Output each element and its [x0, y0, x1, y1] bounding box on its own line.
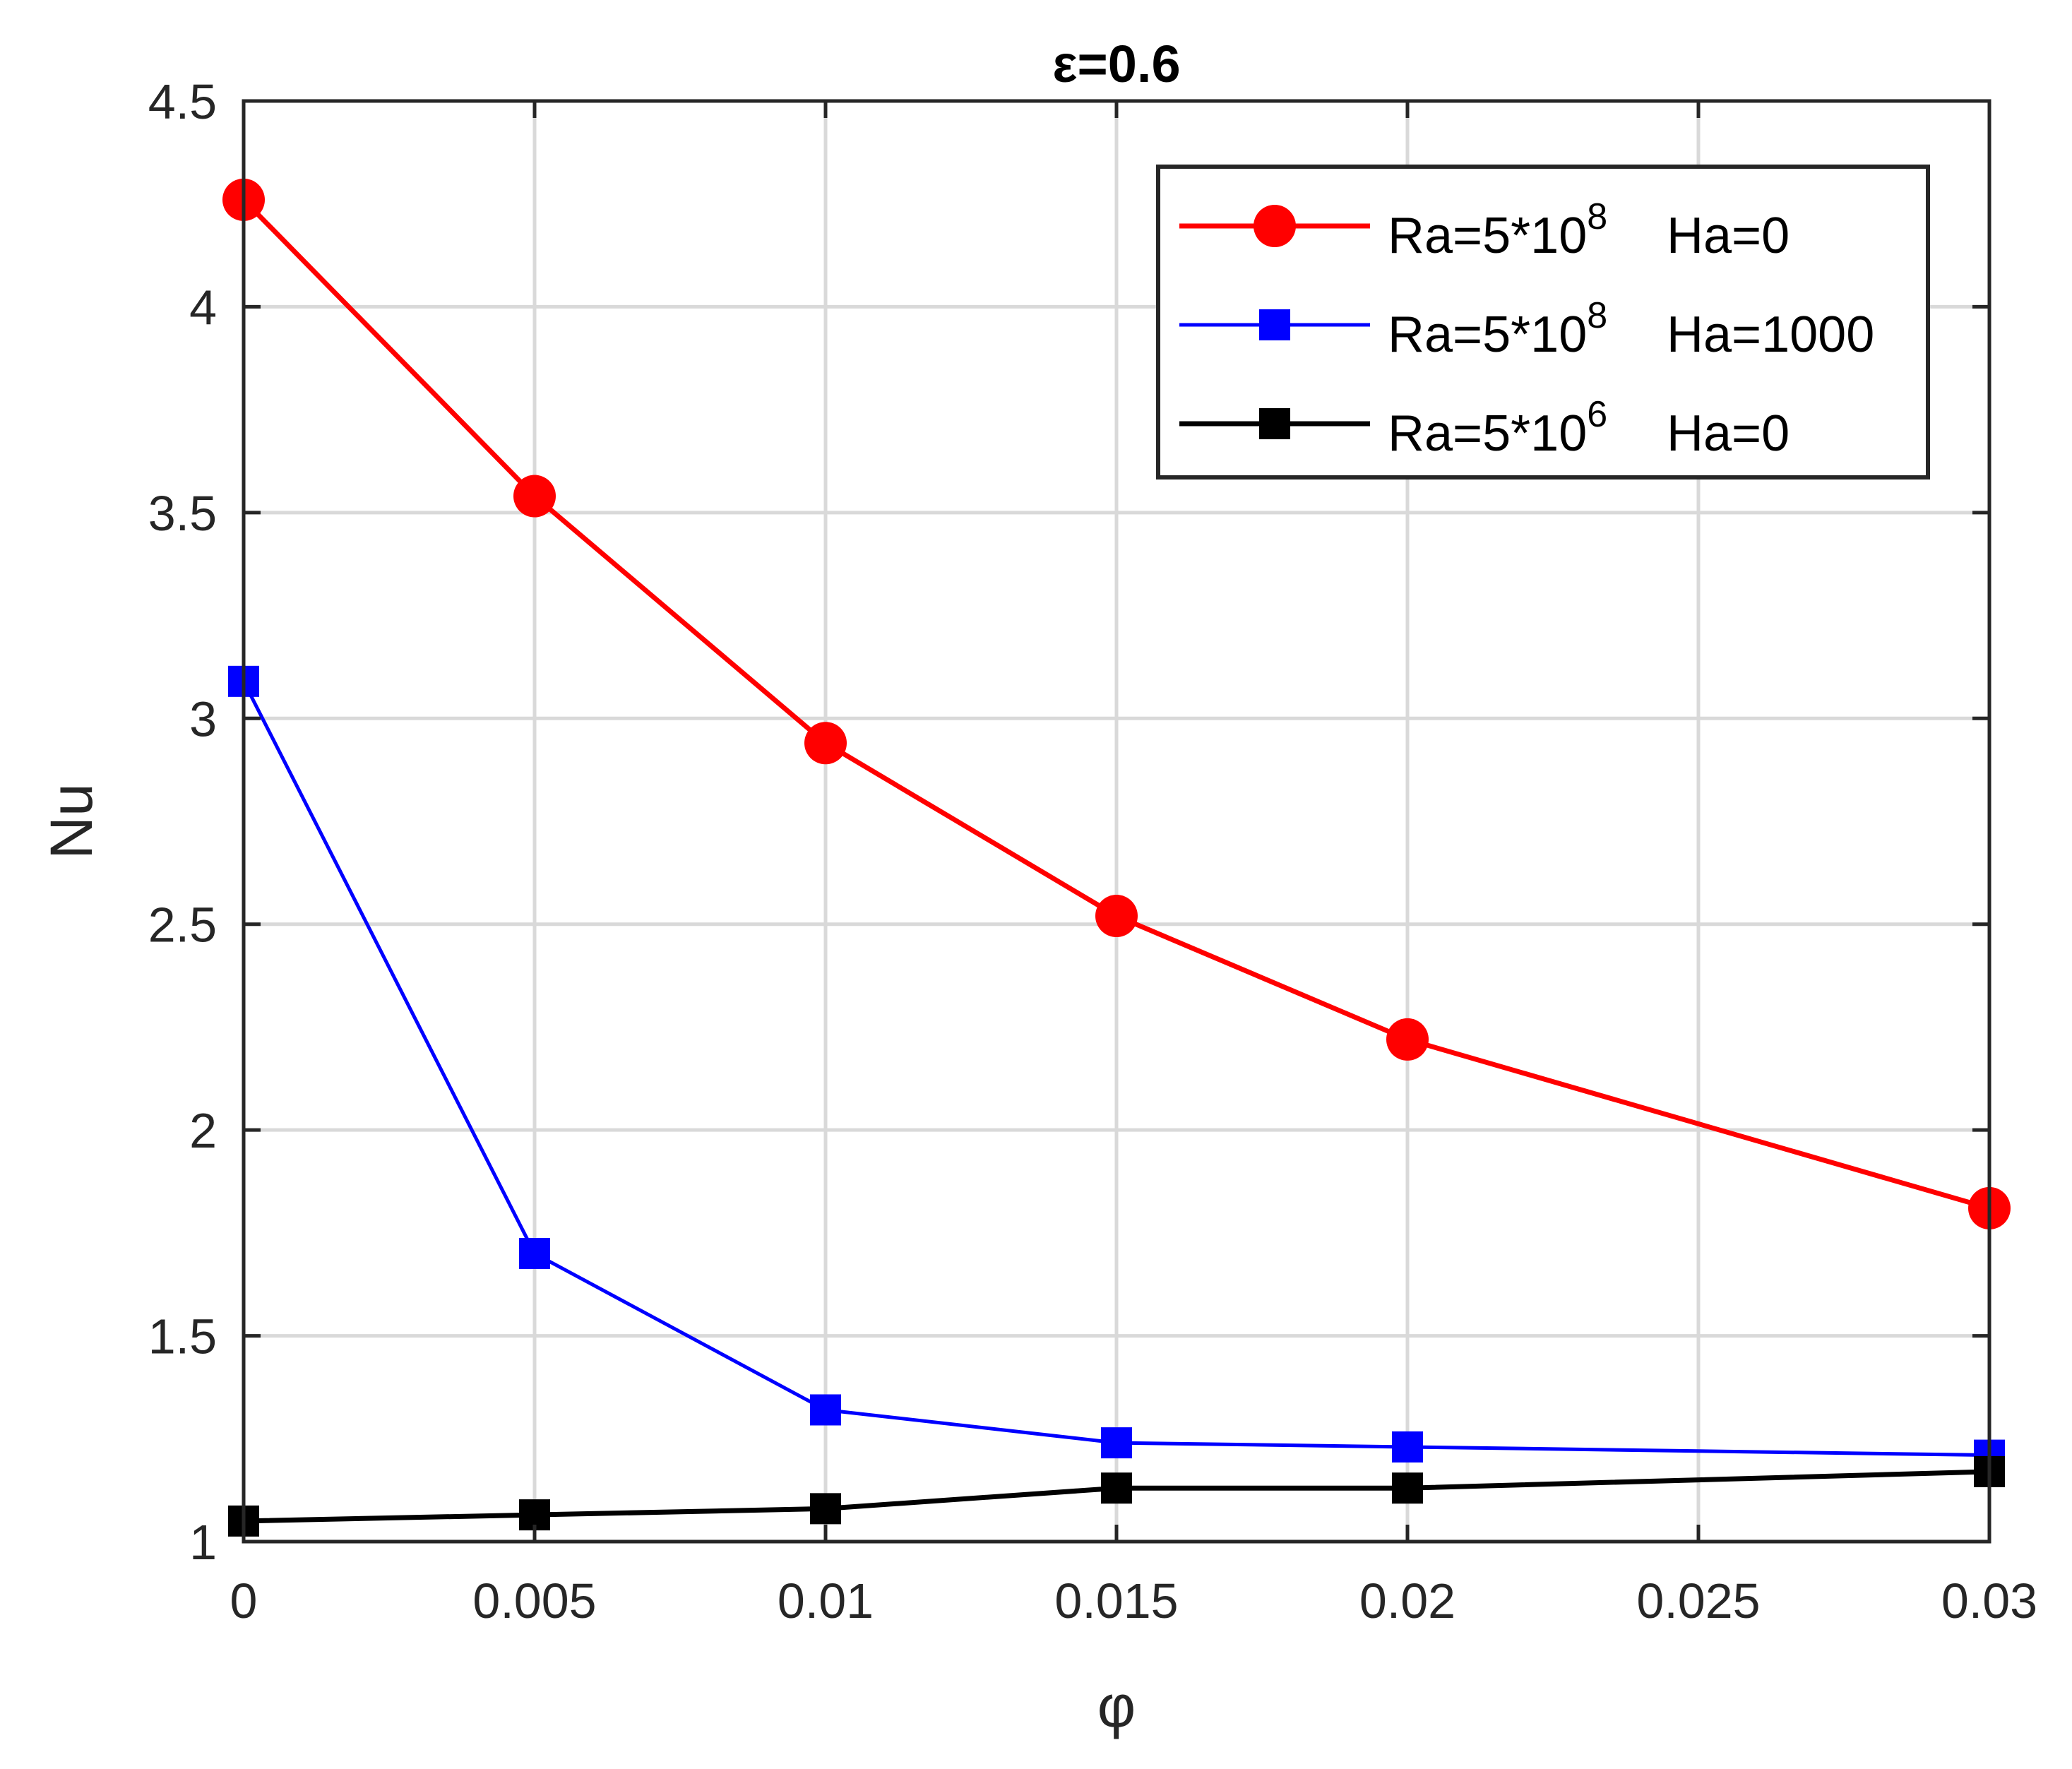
y-tick-label: 4: [189, 280, 217, 335]
legend-label-exponent: 6: [1587, 394, 1607, 435]
x-tick-label: 0: [230, 1573, 258, 1628]
legend-label-base: Ra=5*10: [1388, 405, 1587, 462]
data-point: [1386, 1018, 1429, 1061]
legend-marker: [1259, 408, 1290, 439]
legend-item: Ra=5*108 Ha=1000: [1179, 295, 1874, 363]
legend-label: Ra=5*108 Ha=0: [1388, 196, 1790, 264]
x-tick-label: 0.02: [1359, 1573, 1455, 1628]
data-point: [1392, 1472, 1423, 1504]
legend-item: Ra=5*106 Ha=0: [1179, 394, 1790, 462]
legend-label: Ra=5*106 Ha=0: [1388, 394, 1790, 462]
data-point: [513, 475, 556, 518]
legend-item: Ra=5*108 Ha=0: [1179, 196, 1790, 264]
data-point: [810, 1493, 841, 1525]
legend-label-base: Ra=5*10: [1388, 306, 1587, 363]
legend-label-tail: Ha=0: [1667, 405, 1790, 462]
data-point: [1101, 1472, 1132, 1504]
series-line: [242, 198, 1990, 1211]
y-tick-label: 3.5: [148, 486, 217, 541]
y-tick-label: 3: [189, 691, 217, 746]
y-tick-label: 1.5: [148, 1309, 217, 1364]
data-point: [519, 1238, 550, 1269]
x-tick-label: 0.01: [778, 1573, 874, 1628]
y-tick-label: 1: [189, 1515, 217, 1570]
legend-label-exponent: 8: [1587, 196, 1607, 237]
legend-label-exponent: 8: [1587, 295, 1607, 336]
series-2: [228, 665, 2005, 1471]
x-tick-label: 0.03: [1941, 1573, 2037, 1628]
legend-marker: [1254, 205, 1296, 247]
data-point: [1095, 895, 1138, 938]
series-line: [243, 1469, 1990, 1524]
data-point: [1101, 1427, 1132, 1459]
chart-title: ε=0.6: [1052, 35, 1180, 93]
data-point: [804, 722, 847, 765]
x-tick-label: 0.005: [472, 1573, 596, 1628]
legend-marker: [1259, 309, 1290, 340]
data-point: [810, 1394, 841, 1426]
series-layer: [222, 178, 2011, 1537]
legend-label-tail: Ha=0: [1667, 208, 1790, 264]
axis-ticks: 0 0.005 0.01 0.015 0.02 0.025 0.03 1 1.5 2 2.5 3 3.5…: [148, 74, 2037, 1628]
series-line: [242, 680, 1990, 1458]
y-tick-label: 4.5: [148, 74, 217, 129]
x-axis-label: φ: [1097, 1673, 1136, 1739]
data-point: [1392, 1431, 1423, 1463]
legend-label: Ra=5*108 Ha=1000: [1388, 295, 1874, 363]
y-tick-label: 2: [189, 1103, 217, 1158]
x-tick-label: 0.025: [1636, 1573, 1760, 1628]
legend-label-base: Ra=5*10: [1388, 208, 1587, 264]
legend-label-tail: Ha=1000: [1667, 306, 1874, 363]
y-tick-label: 2.5: [148, 898, 217, 953]
x-tick-label: 0.015: [1054, 1573, 1178, 1628]
y-axis-label: Nu: [38, 783, 105, 859]
